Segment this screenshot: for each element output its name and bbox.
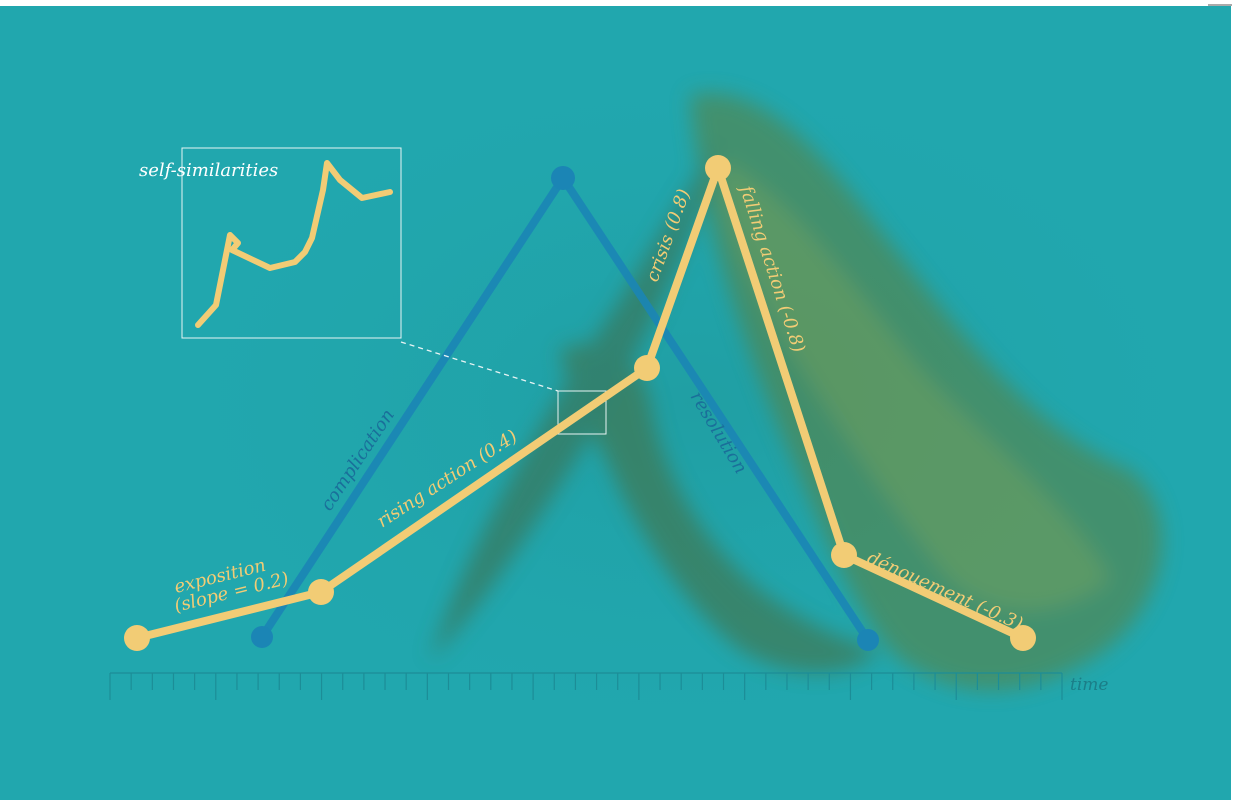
freytag-point-falling-end [831,542,857,568]
inset-line [195,160,393,328]
pyramid-peak-point [551,166,575,190]
freytag-point-rising-end [634,355,660,381]
zoom-window [557,390,607,435]
time-axis: time [109,672,1108,700]
freytag-point-start [124,625,150,651]
zoom-connector [400,341,559,392]
pyramid-start-point [251,626,273,648]
inset-frame [181,147,402,339]
time-axis-label: time [1070,675,1108,695]
freytag-point-exposition-end [308,579,334,605]
self-similarity-inset: self-similarities [139,147,402,339]
inset-title: self-similarities [139,160,278,181]
pyramid-end-point [857,629,879,651]
freytag-point-end [1010,625,1036,651]
kelp-photo [430,92,1163,691]
time-axis-ticks [109,673,1063,700]
freytag-line [133,164,1027,642]
freytag-point-climax [705,155,731,181]
